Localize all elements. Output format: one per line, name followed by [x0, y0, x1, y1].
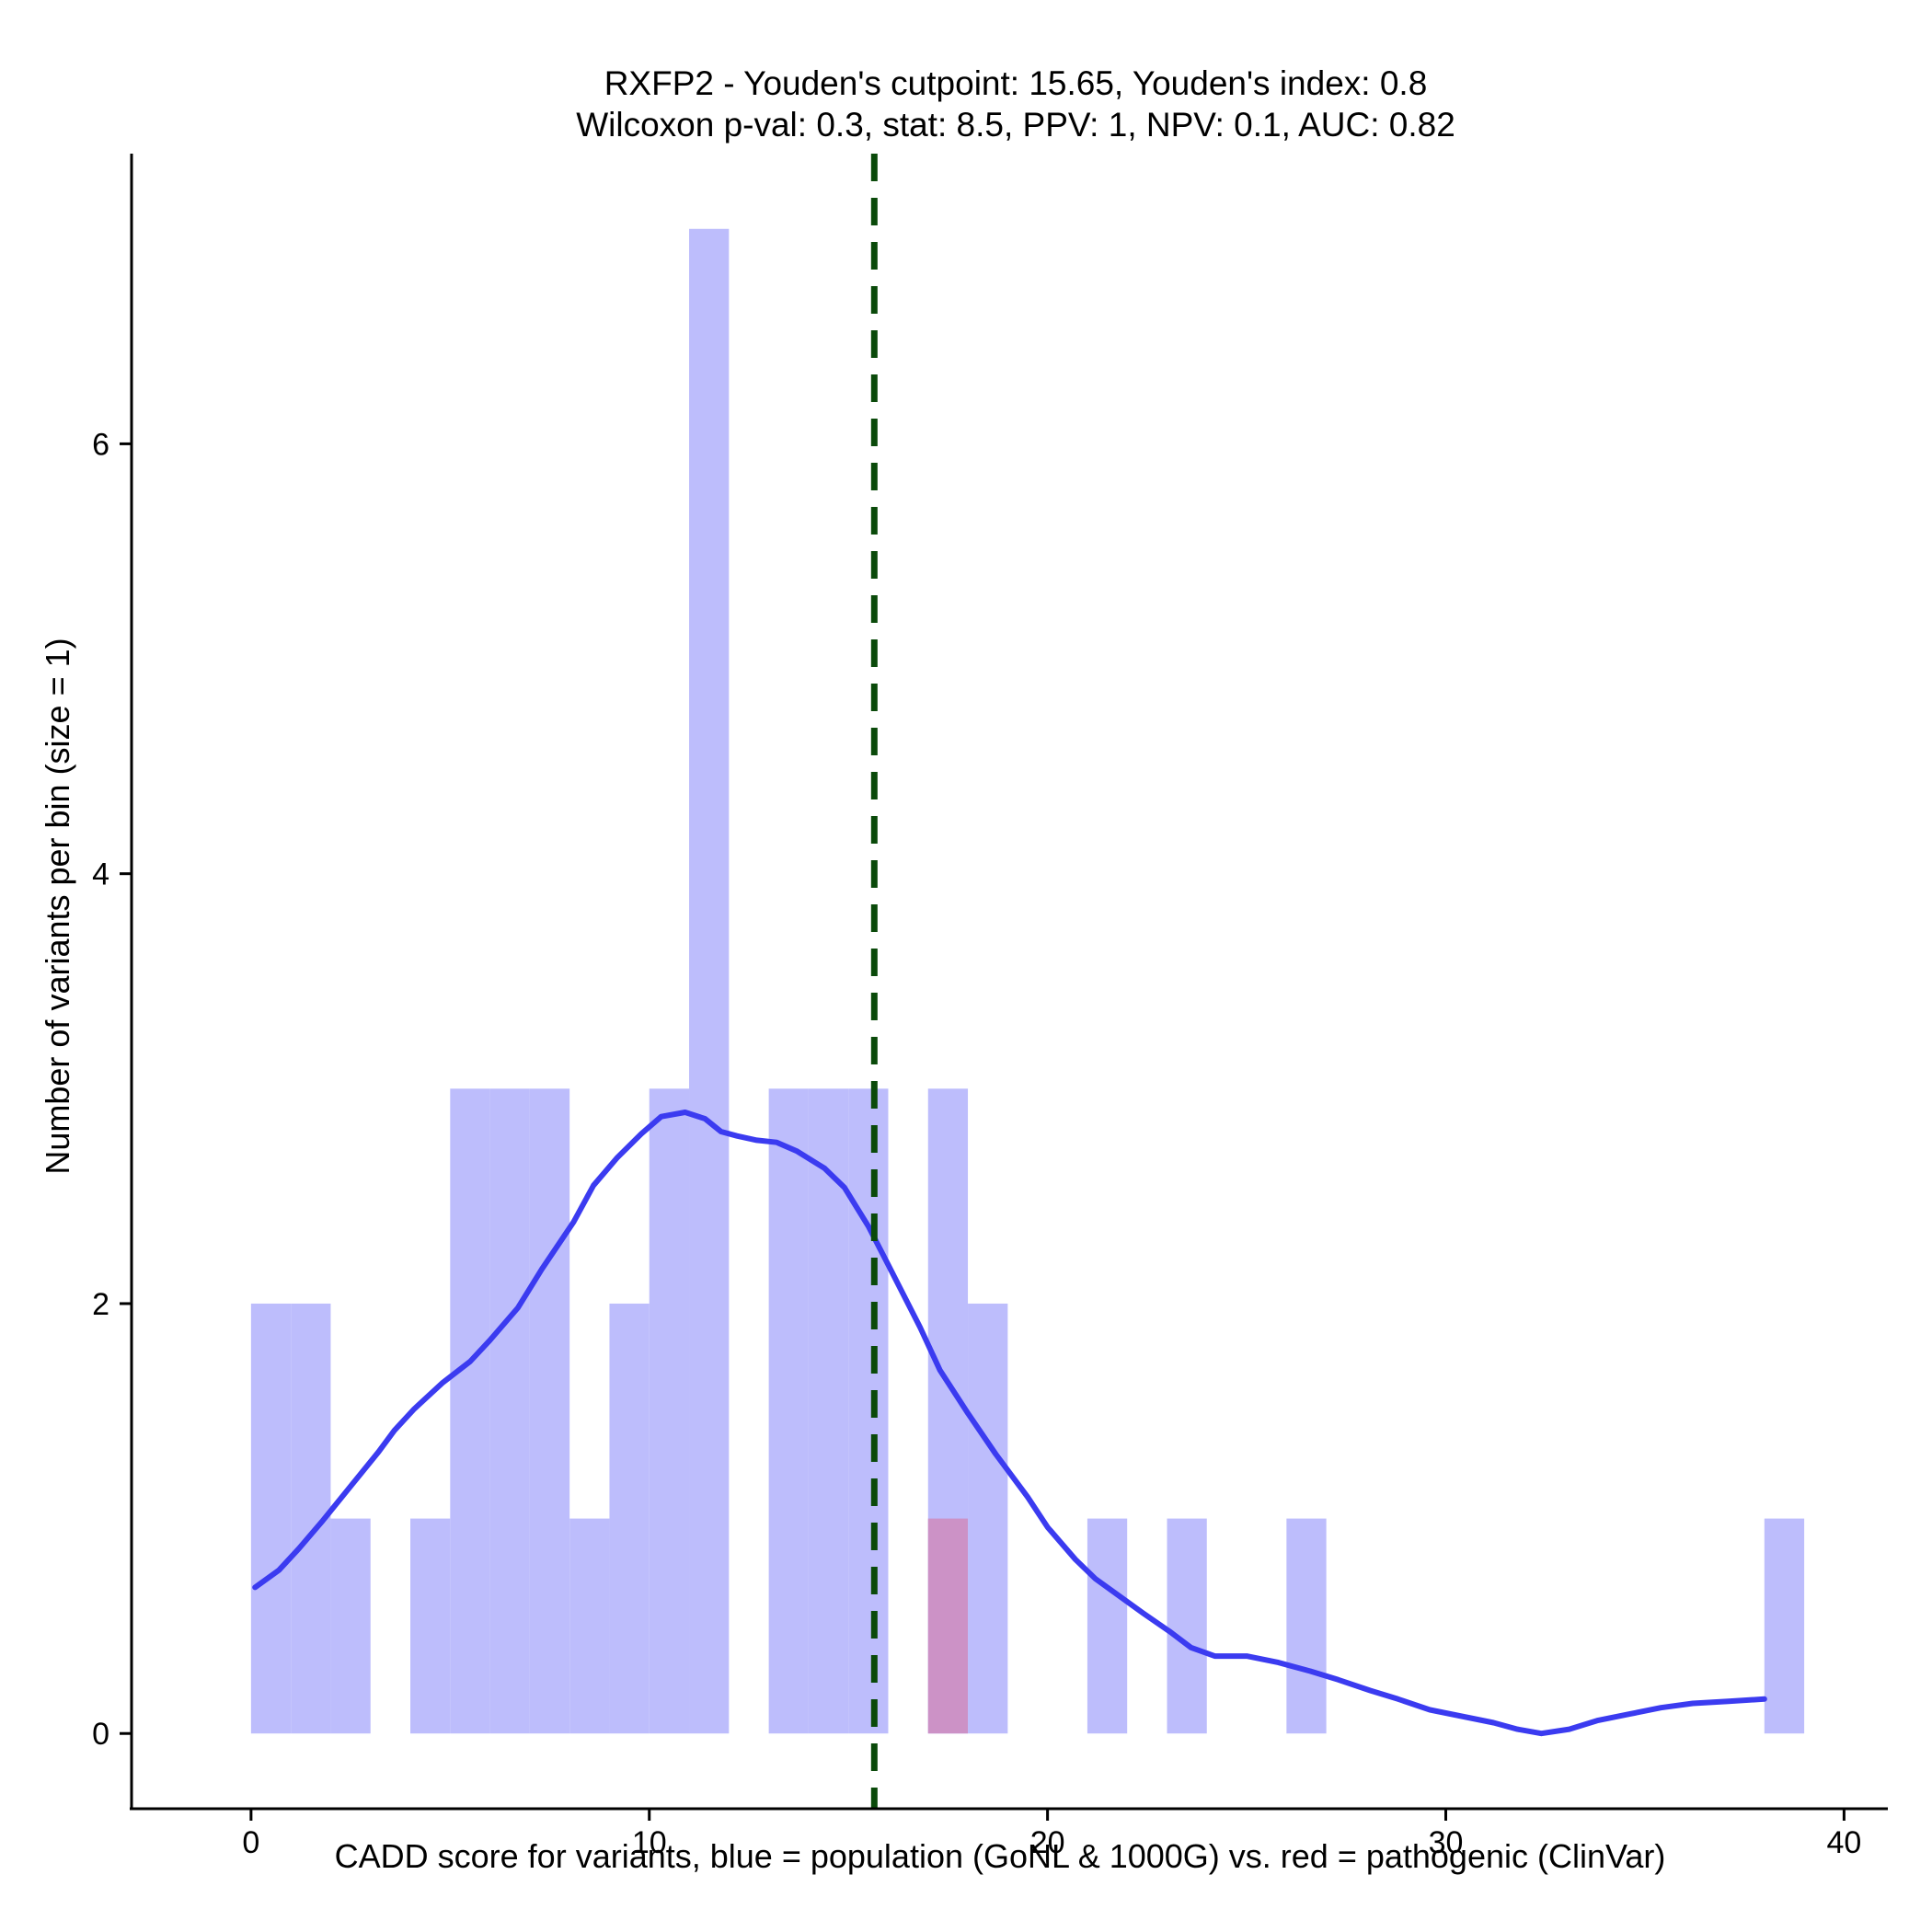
population-bar-18	[968, 1303, 1008, 1734]
population-bar-2	[330, 1518, 371, 1734]
y-axis-label: Number of variants per bin (size = 1)	[39, 638, 76, 1174]
population-bar-11	[689, 228, 730, 1734]
population-bar-6	[489, 1088, 530, 1734]
x-axis-ticks: 0 10 20 30 40	[242, 1809, 1861, 1860]
y-axis-ticks: 0 2 4 6	[92, 427, 132, 1752]
population-bar-38	[1764, 1518, 1805, 1734]
population-bar-0	[250, 1303, 292, 1734]
population-bar-9	[609, 1303, 650, 1734]
population-bar-13	[768, 1088, 809, 1734]
x-tick-label-30: 30	[1429, 1825, 1464, 1860]
x-tick-label-0: 0	[242, 1825, 259, 1860]
pathogenic-bars	[927, 1518, 969, 1734]
y-tick-label-0: 0	[92, 1717, 109, 1752]
population-bar-14	[808, 1088, 849, 1734]
x-axis-label: CADD score for variants, blue = populati…	[335, 1837, 1666, 1875]
population-bar-23	[1167, 1518, 1207, 1734]
population-bar-26	[1286, 1518, 1327, 1734]
y-tick-label-6: 6	[92, 427, 109, 462]
population-bars	[250, 228, 1805, 1734]
x-tick-label-20: 20	[1030, 1825, 1065, 1860]
population-bar-7	[529, 1088, 570, 1734]
population-bar-5	[450, 1088, 490, 1734]
population-bar-21	[1087, 1518, 1128, 1734]
population-bar-10	[649, 1088, 690, 1734]
population-bar-8	[569, 1518, 610, 1734]
x-tick-label-40: 40	[1826, 1825, 1861, 1860]
pathogenic-bar-17	[927, 1518, 969, 1734]
population-bar-4	[410, 1518, 451, 1734]
density-layer	[252, 1110, 1767, 1737]
x-tick-label-10: 10	[632, 1825, 667, 1860]
density-line	[252, 1110, 1767, 1737]
chart-title-line1: RXFP2 - Youden's cutpoint: 15.65, Youden…	[604, 64, 1428, 102]
y-tick-label-4: 4	[92, 857, 109, 892]
y-tick-label-2: 2	[92, 1287, 109, 1322]
chart-title-line2: Wilcoxon p-val: 0.3, stat: 8.5, PPV: 1, …	[576, 106, 1455, 144]
population-bar-15	[848, 1088, 889, 1734]
